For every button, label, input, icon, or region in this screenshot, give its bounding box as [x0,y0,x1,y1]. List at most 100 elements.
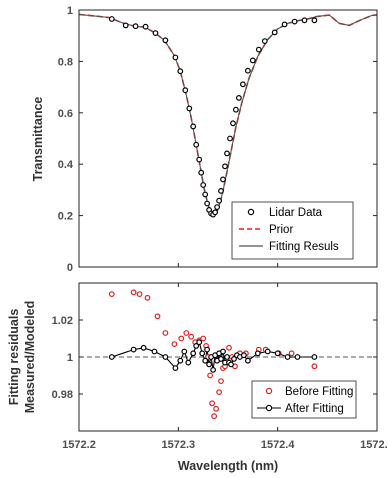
bottom-series-1-point [210,367,217,373]
legend-before-marker [265,387,273,395]
legend-before-label: Before Fitting [285,386,353,398]
bottom-series-1-point [206,361,213,368]
bottom-series-0-point [162,330,169,336]
bottom-series-1-point [202,357,209,364]
top-series-0-point [255,46,262,53]
bottom-xtick-label: 1572.3 [162,439,196,451]
bottom-series-0-point [209,400,216,407]
bottom-series-0-point [144,294,151,301]
bottom-series-1-point [204,346,211,353]
bottom-series-0-point [183,330,190,336]
top-ytick-label: 0.2 [58,211,73,223]
bottom-series-0-point [136,291,143,298]
bottom-ytick-label: 1.02 [52,315,73,327]
legend-fit-label: Fitting Resuls [269,241,339,253]
top-ytick-label: 0.6 [58,108,73,120]
bottom-series-0-point [226,344,232,351]
bottom-series-1-point [193,343,200,349]
bottom-series-1-point [311,354,318,360]
top-series-0-point [182,87,189,94]
legend-lidar-label: Lidar Data [269,207,323,219]
top-series-0-point [186,105,193,112]
bottom-series-1-point [162,354,169,360]
top-series-0-point [196,156,203,163]
residuals-panel: 0.98 1 1.02 1572.2 1572.3 1572.4 1572.5 Fittin… [7,282,388,473]
bottom-series-1-point [140,344,147,351]
bottom-series-1-point [199,350,206,357]
top-series-0-point [232,106,239,113]
bottom-series-1-point [228,361,234,368]
top-series-0-point [172,54,179,61]
top-series-0-point [200,182,207,188]
top-series-0-point [239,81,246,88]
top-series-0-point [132,23,139,30]
top-series-0-point [224,150,230,157]
bottom-series-1-point [196,339,203,346]
bottom-series-1-point [177,357,184,364]
top-series-0-point [204,200,211,207]
top-series-0-point [198,169,205,176]
top-series-0-point [281,21,288,28]
bottom-series-1-point [108,354,115,360]
top-series-0-point [301,17,308,24]
bottom-series-0-point [130,289,137,296]
bottom-ytick-label: 0.98 [52,389,73,401]
top-axes-frame [78,9,378,268]
top-series-0-point [190,123,197,130]
bottom-legend-box [251,380,357,419]
bottom-series-1-point [224,354,230,360]
top-series-0-point [108,16,115,22]
bottom-series-1-point [240,352,247,359]
bottom-series-0-point [188,333,195,340]
bottom-series-1-point [254,350,261,357]
bottom-series-0-point [211,413,218,420]
bottom-series-0-point [178,335,185,342]
bottom-series-0-point [216,389,223,396]
bottom-series-0-point [108,291,115,298]
top-series-0-point [235,94,242,101]
bottom-series-0-point [311,363,318,370]
bottom-series-0-point [200,335,207,342]
top-series-0-point [216,197,223,204]
top-y-axis-label: Transmittance [31,97,45,182]
top-series-0-point [244,67,251,74]
bottom-series-1-point [181,348,188,355]
bottom-series-0-point [207,372,214,379]
bottom-series-1-point [185,359,192,366]
top-legend: Lidar Data Prior Fitting Resuls [231,201,354,260]
bottom-series-1-point [172,365,179,372]
bottom-series-1-point [130,346,137,353]
top-series-0-point [212,209,219,216]
bottom-series-1-point [190,350,197,357]
bottom-series-1-point [294,354,301,360]
top-series-0-point [162,37,169,44]
bottom-series-1-point [284,354,291,360]
bottom-series-0-point [288,350,295,357]
bottom-series-1-point [220,348,226,355]
top-series-0-point [222,163,228,170]
bottom-xtick-label: 1572.5 [360,439,388,451]
bottom-series-0-point [171,341,178,348]
top-series-0-point [193,141,200,148]
top-series-0-point [214,204,221,211]
top-series-0-point [202,191,209,198]
bottom-series-1-point [231,356,237,362]
bottom-xtick-label: 1572.2 [62,439,96,451]
top-series-0-point [218,187,224,194]
top-series-0-point [311,17,318,24]
top-series-0-point [122,22,129,29]
bottom-series-1-point [274,350,281,357]
bottom-legend: Before Fitting After Fitting [251,380,357,419]
legend-prior-label: Prior [269,224,293,236]
top-series-0-point [177,68,184,75]
legend-after-label: After Fitting [285,403,344,415]
top-ytick-label: 1 [67,5,73,17]
top-series-0-point [271,29,278,36]
top-series-0-point [261,38,268,44]
top-series-0-point [291,18,298,25]
bottom-series-0-point [218,378,224,385]
legend-lidar-marker [247,208,255,216]
transmittance-panel: 0 0.2 0.4 0.6 0.8 1 Transmittance Lidar Data … [31,5,378,274]
bottom-series-1-point [244,357,251,364]
